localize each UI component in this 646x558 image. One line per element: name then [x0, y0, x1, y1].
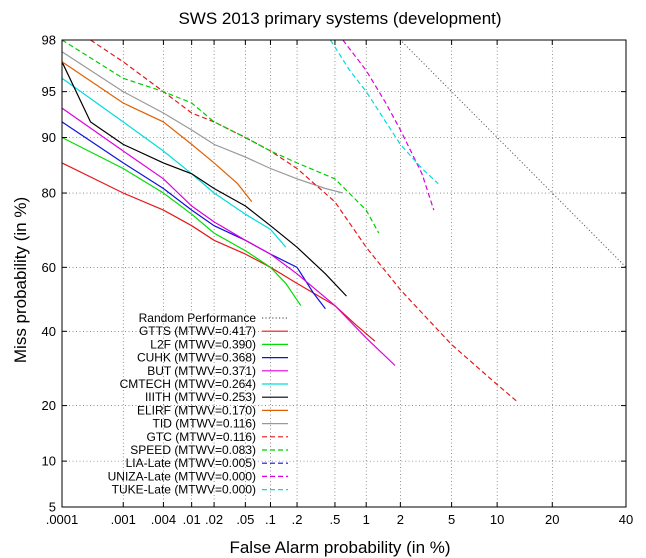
x-tick-label: 1	[363, 512, 370, 527]
legend-label: L2F (MTWV=0.390)	[150, 337, 256, 351]
legend-label: CMTECH (MTWV=0.264)	[120, 377, 256, 391]
series-line-tuke-late	[329, 40, 439, 185]
y-tick-label: 80	[42, 186, 56, 201]
y-tick-label: 98	[42, 33, 56, 48]
series-line-speed	[62, 40, 380, 234]
y-tick-label: 90	[42, 130, 56, 145]
legend-label: IIITH (MTWV=0.253)	[145, 390, 256, 404]
legend-label: CUHK (MTWV=0.368)	[137, 351, 256, 365]
y-tick-label: 10	[42, 454, 56, 469]
series-line-elirf	[62, 61, 253, 203]
x-tick-label: 2	[397, 512, 404, 527]
x-tick-label: .2	[292, 512, 303, 527]
legend-label: LIA-Late (MTWV=0.005)	[126, 456, 256, 470]
series-line-gtc	[90, 40, 517, 402]
series-line-but	[62, 107, 396, 366]
y-tick-label: 40	[42, 324, 56, 339]
x-tick-label: .004	[151, 512, 176, 527]
series-line-iiith	[62, 61, 347, 297]
chart-title: SWS 2013 primary systems (development)	[178, 9, 501, 28]
series-line-uniza-late	[342, 40, 435, 211]
series-group	[62, 40, 626, 402]
x-tick-label: 20	[545, 512, 559, 527]
x-tick-label: .05	[236, 512, 254, 527]
x-tick-label: .02	[205, 512, 223, 527]
legend-label: ELIRF (MTWV=0.170)	[137, 403, 256, 417]
y-tick-label: 60	[42, 260, 56, 275]
x-axis-label: False Alarm probability (in %)	[229, 538, 450, 557]
x-tick-label: 40	[619, 512, 633, 527]
series-line-tid	[62, 51, 344, 194]
x-tick-label: 5	[448, 512, 455, 527]
series-line-cmtech	[62, 77, 287, 248]
y-tick-label: 95	[42, 84, 56, 99]
legend-label: GTTS (MTWV=0.417)	[139, 324, 256, 338]
legend-label: TID (MTWV=0.116)	[153, 417, 256, 431]
legend-label: Random Performance	[139, 311, 257, 325]
y-tick-label: 20	[42, 398, 56, 413]
legend-label: TUKE-Late (MTWV=0.000)	[112, 483, 256, 497]
plot-frame	[61, 39, 627, 508]
y-tick-label: 5	[49, 500, 56, 515]
legend-label: SPEED (MTWV=0.083)	[130, 443, 256, 457]
legend-label: UNIZA-Late (MTWV=0.000)	[108, 469, 256, 483]
x-tick-label: .0001	[46, 512, 79, 527]
x-tick-label: .5	[330, 512, 341, 527]
x-tick-label: .01	[183, 512, 201, 527]
x-tick-label: 10	[490, 512, 504, 527]
legend-label: BUT (MTWV=0.371)	[147, 364, 256, 378]
x-tick-label: .001	[111, 512, 136, 527]
series-line-l2f	[62, 136, 302, 306]
x-tick-label: .1	[265, 512, 276, 527]
legend-label: GTC (MTWV=0.116)	[147, 430, 256, 444]
grid	[62, 40, 626, 507]
y-axis-label: Miss probability (in %)	[11, 197, 30, 363]
axis-ticks: .0001 .001 .004 .01 .02 .05 .1 .2 .5 1 2 5 10 20 40 5 10…	[42, 33, 634, 528]
